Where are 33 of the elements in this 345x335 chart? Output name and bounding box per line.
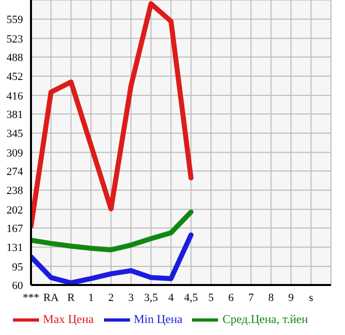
x-tick-label: s [308,292,314,304]
x-tick-label: 5 [208,292,214,304]
legend-label: Сред.Цена, т.йен [222,312,308,326]
y-tick-label: 452 [6,71,23,84]
y-tick-label: 274 [6,166,24,178]
x-tick-label: 1 [88,292,94,304]
legend-label: Min Цена [134,312,182,326]
y-tick-label: 309 [6,147,24,160]
x-tick-label: 7 [248,292,254,304]
x-tick-label: RA [43,292,59,304]
x-tick-label: 3,5 [144,292,158,304]
y-tick-label: 202 [6,204,23,216]
y-tick-label: 345 [6,128,24,140]
y-tick-label: 167 [6,222,24,235]
x-tick-label: *** [22,292,40,304]
x-tick-label: 2 [108,292,114,304]
x-tick-label: 6 [228,292,234,304]
y-tick-label: 131 [6,242,23,254]
x-tick-label: R [67,292,76,304]
y-tick-label: 60 [12,280,24,292]
y-tick-label: 238 [6,185,24,198]
legend-label: Max Цена [42,312,94,326]
x-tick-label: 8 [268,292,274,304]
x-tick-label: 3 [128,292,134,304]
x-tick-label: 4 [168,292,174,304]
y-tick-label: 95 [12,261,24,274]
x-tick-label: 4,5 [184,292,198,304]
y-tick-label: 416 [6,90,24,102]
y-tick-label: 381 [6,108,23,121]
y-tick-label: 523 [6,33,24,46]
x-tick-label: 9 [288,292,294,304]
y-tick-label: 488 [6,52,24,64]
y-tick-label: 559 [6,14,24,26]
